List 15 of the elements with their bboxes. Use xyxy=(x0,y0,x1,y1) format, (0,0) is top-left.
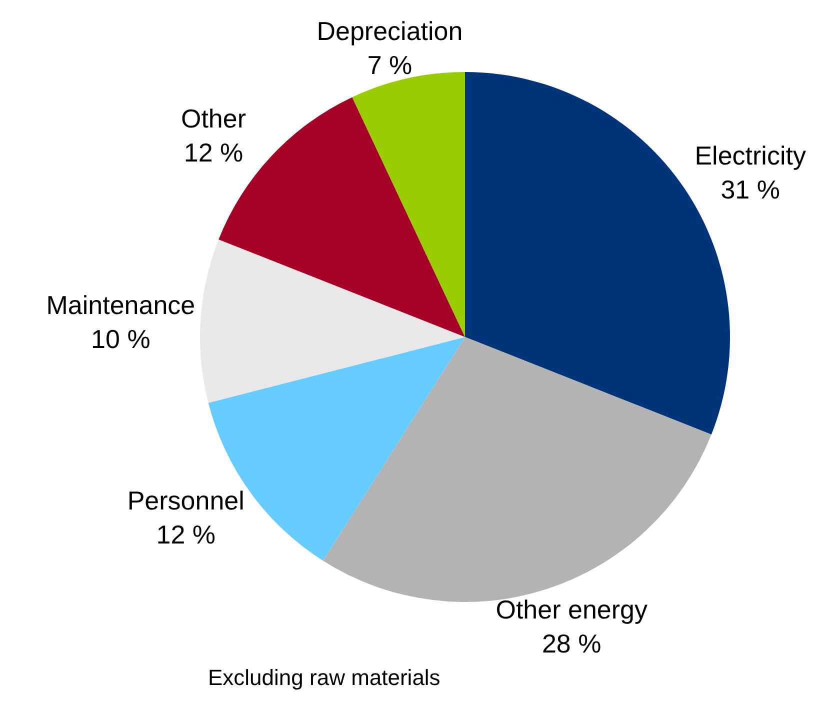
slice-label: Maintenance xyxy=(46,290,196,320)
slice-label: Personnel xyxy=(127,485,244,516)
slice-label: Depreciation xyxy=(316,16,463,46)
slice-label: Other xyxy=(180,104,246,134)
pie-slice xyxy=(323,337,712,602)
data-label: 31 % xyxy=(720,174,780,204)
data-label: 28 % xyxy=(542,628,602,658)
text: Excluding raw materials xyxy=(208,665,440,691)
data-label: 12 % xyxy=(184,138,244,168)
data-label: 7 % xyxy=(367,50,412,80)
pie-slice xyxy=(200,239,465,403)
data-label: 12 % xyxy=(156,519,216,550)
data-label: 10 % xyxy=(91,324,150,354)
slice-label: Electricity xyxy=(694,140,806,170)
slice-label: Other energy xyxy=(496,594,648,624)
